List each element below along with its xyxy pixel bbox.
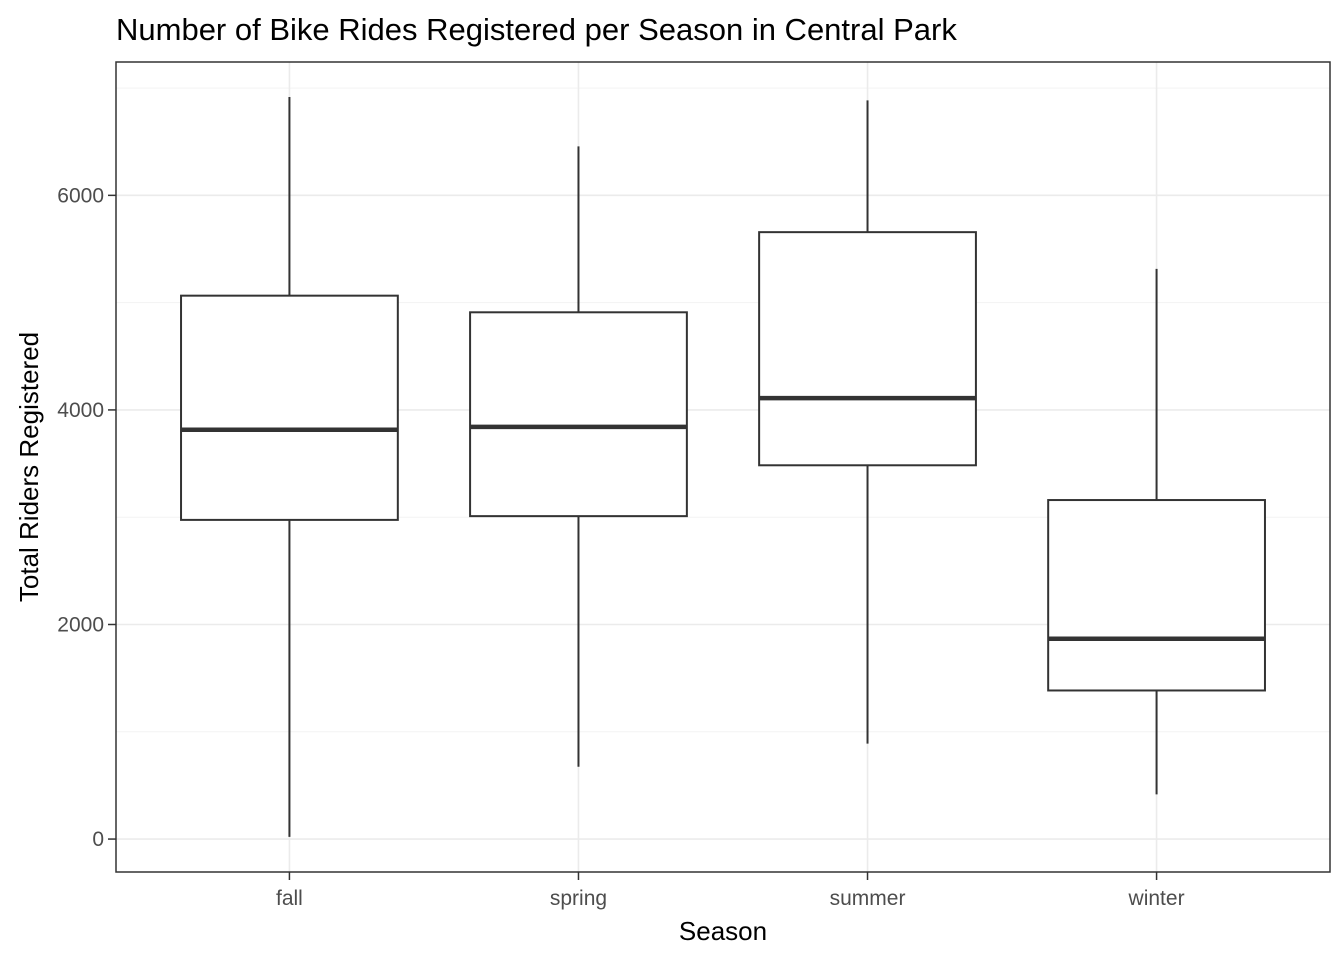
y-tick-label: 0: [92, 828, 104, 851]
interquartile-box: [469, 311, 688, 518]
interquartile-box: [758, 231, 977, 467]
box-summer: [758, 100, 977, 744]
chart-title: Number of Bike Rides Registered per Seas…: [116, 12, 957, 47]
y-axis: 0 2000 4000 6000: [57, 184, 116, 851]
interquartile-box: [180, 294, 399, 521]
y-tick-label: 4000: [57, 399, 104, 422]
y-tick-label: 6000: [57, 184, 104, 207]
x-tick-label: winter: [1128, 887, 1185, 910]
y-tick-label: 2000: [57, 613, 104, 636]
x-tick-label: spring: [550, 887, 607, 910]
x-axis: fall spring summer winter: [276, 872, 1185, 910]
box-winter: [1047, 268, 1266, 795]
interquartile-box: [1047, 499, 1266, 692]
plot-panel-border: [115, 61, 1331, 873]
x-tick-label: fall: [276, 887, 303, 910]
box-spring: [469, 146, 688, 767]
box-series: [180, 96, 1266, 837]
x-tick-label: summer: [830, 887, 906, 910]
y-axis-title: Total Riders Registered: [14, 332, 44, 602]
box-fall: [180, 96, 399, 837]
x-axis-title: Season: [679, 916, 767, 946]
